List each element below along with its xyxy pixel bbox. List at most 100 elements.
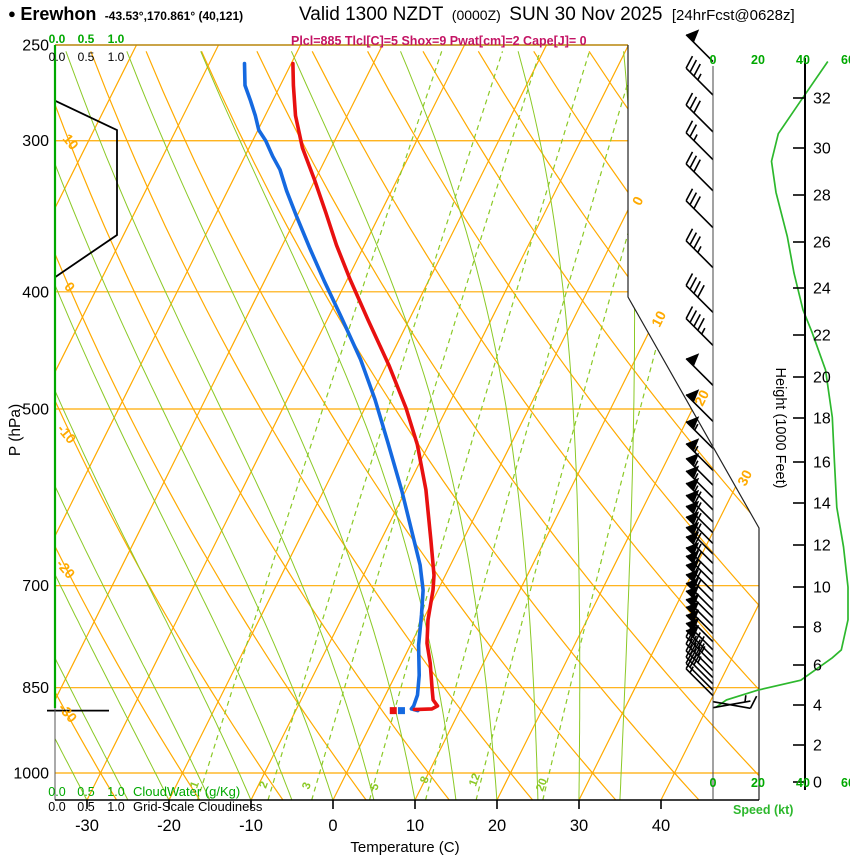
barb-pennant [686, 531, 700, 545]
barb-pennant [686, 477, 700, 491]
barb-half-tick [693, 445, 699, 453]
mixing-ratio-label: 2 [257, 780, 270, 790]
wind-barb [685, 489, 714, 523]
barb-half-tick [697, 656, 702, 663]
isotherm-label: 20 [691, 387, 712, 408]
moist-adiabat-line [290, 51, 498, 800]
surface-temp-dot [389, 707, 397, 715]
isotherm-line [250, 45, 630, 800]
cloudiness-scale-label-bottom: 1.0 [107, 800, 124, 814]
barb-full-tick [689, 192, 698, 206]
moist-adiabat-line [55, 51, 129, 800]
pressure-tick-label: 400 [22, 284, 49, 301]
barb-pennant [686, 438, 700, 452]
height-tick-label: 32 [813, 91, 831, 108]
chart-header: ● Erewhon -43.53°,170.861° (40,121) Vali… [0, 0, 850, 52]
barb-pennant [686, 452, 700, 467]
valid-label: Valid 1300 NZDT [299, 4, 444, 25]
valid-utc: (0000Z) [451, 7, 501, 23]
moist-adiabat-line [55, 51, 252, 800]
barb-staff [685, 505, 714, 534]
barb-full-tick [689, 310, 698, 323]
barb-full-tick [689, 232, 698, 246]
cloudwater-scale-label-bottom: 0.0 [48, 785, 65, 799]
barb-staff [685, 668, 714, 697]
wind-barb [685, 650, 714, 691]
temp-tick-label: 0 [328, 817, 337, 835]
dry-adiabat-line [90, 51, 534, 800]
station-name: Erewhon [20, 4, 97, 24]
height-tick-label: 18 [813, 411, 831, 428]
isotherm-line [55, 45, 220, 800]
speed-scale-label-top: 40 [796, 53, 810, 67]
barb-staff [685, 442, 714, 471]
wind-speed-curve [714, 61, 849, 709]
height-tick-label: 22 [813, 328, 831, 345]
barb-full-tick [693, 491, 702, 505]
barb-half-tick [697, 246, 702, 253]
barb-pennant [686, 550, 700, 564]
surface-dewpoint-dot [397, 707, 405, 715]
barb-staff [685, 526, 714, 555]
station-line: ● Erewhon -43.53°,170.861° (40,121) [8, 4, 243, 25]
pressure-tick-label: 1000 [13, 766, 49, 783]
speed-scale-label-bottom: 0 [710, 776, 717, 790]
barb-full-tick [693, 313, 701, 327]
wind-barb [685, 92, 714, 133]
barb-full-tick [689, 96, 698, 110]
barb-full-tick [693, 196, 701, 209]
barb-pennant [686, 500, 700, 514]
dewpoint-curve [242, 61, 425, 713]
mixing-ratio-label: 8 [418, 774, 432, 785]
wind-barb [685, 511, 714, 545]
forecast-reference: [24hrFcst@0628z] [671, 7, 795, 24]
dry-adiabat-line [367, 51, 759, 800]
dry-adiabat-line [200, 51, 700, 800]
barb-staff [685, 662, 714, 691]
pressure-tick-label: 700 [22, 578, 49, 595]
height-tick-label: 24 [813, 281, 831, 298]
dry-adiabat-label: 10 [60, 131, 82, 153]
barb-full-tick [685, 624, 694, 638]
isotherm-line [55, 45, 138, 800]
moist-adiabat-line [517, 51, 581, 800]
barb-staff [685, 163, 714, 192]
height-tick-label: 0 [813, 775, 822, 792]
wind-barb [685, 228, 714, 269]
barb-full-tick [685, 151, 694, 165]
wind-barb [685, 531, 714, 565]
cloudiness-scale-title: Grid-Scale Cloudiness [133, 799, 263, 814]
barb-staff [685, 34, 714, 63]
wind-barb [685, 55, 714, 96]
barb-pennant [686, 465, 700, 479]
isotherm-line [55, 45, 302, 800]
barb-half-tick [693, 134, 698, 141]
dry-adiabat-line [55, 51, 201, 800]
height-tick-label: 2 [813, 738, 822, 755]
barb-full-tick [689, 155, 698, 169]
barb-full-tick [685, 120, 694, 134]
barb-full-tick [685, 638, 694, 652]
wind-barb-column [685, 29, 758, 710]
cloudwater-scale-label-bottom: 1.0 [107, 785, 124, 799]
height-tick-label: 14 [813, 496, 831, 513]
height-tick-label: 8 [813, 620, 822, 637]
barb-full-tick [685, 631, 694, 645]
barb-staff [685, 284, 714, 313]
temperature-axis-title: Temperature (C) [350, 839, 459, 856]
temp-tick-label: -10 [239, 817, 263, 835]
barb-pennant [686, 617, 700, 631]
mixing-ratio-line [424, 51, 638, 800]
cloudiness-scale-label-top: 0.5 [78, 50, 95, 64]
moist-adiabat-line [55, 51, 293, 800]
station-coords: -43.53°,170.861° (40,121) [104, 9, 244, 23]
wind-barb [685, 438, 714, 471]
moist-adiabat-line [126, 51, 416, 800]
barb-pennant [686, 577, 700, 591]
moist-adiabat-line [0, 51, 5, 800]
barb-staff [685, 536, 714, 565]
barb-staff [685, 546, 714, 575]
barb-pennant [686, 29, 700, 43]
barb-pennant [686, 585, 700, 599]
isotherm-label: 0 [629, 193, 647, 207]
